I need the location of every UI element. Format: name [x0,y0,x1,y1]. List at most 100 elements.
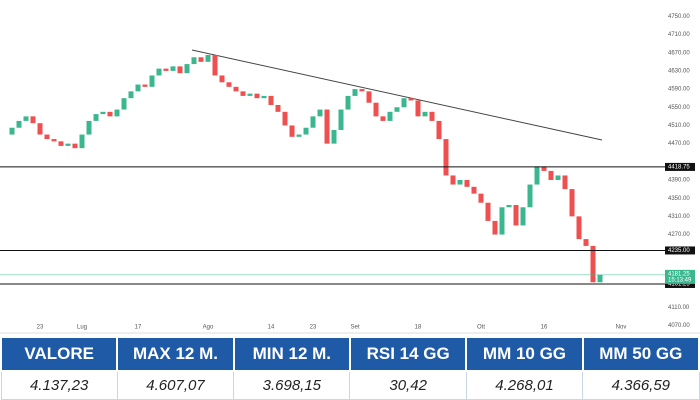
candle-body [520,207,526,226]
value-cell: 4.607,07 [116,370,235,400]
x-tick-label: Set [350,325,359,331]
value-cell: 4.137,23 [0,370,118,400]
candle-body [30,116,36,124]
candle-body [359,89,365,92]
candle-body [142,84,148,87]
candle-body [324,109,330,144]
candle-body [184,64,190,74]
candle-body [219,75,225,83]
candle-body [261,95,267,99]
level-label: 4418.75 [668,165,690,171]
candle-body [282,111,288,126]
x-tick-label: 18 [415,325,422,331]
value-cell: 4.366,59 [582,370,700,400]
candle-body [156,68,162,76]
y-tick-label: 4110.00 [668,305,690,311]
candle-body [317,109,323,117]
candle-body [149,75,155,87]
candle-body [79,134,85,149]
candle-body [597,274,603,283]
candle-body [121,98,127,110]
x-tick-label: 14 [268,325,275,331]
candle-body [338,109,344,130]
candle-body [296,134,302,137]
candle-body [471,186,477,194]
candle-body [506,205,512,208]
x-tick-label: Lug [77,325,87,331]
candle-body [233,86,239,92]
candle-body [569,189,575,217]
chart: 4750.00 4710.00 4670.00 4630.00 4590.00 4550.… [0,14,700,334]
x-tick-label: 16 [541,325,548,331]
y-tick-label: 4310.00 [668,214,690,220]
x-tick-label: 23 [37,325,44,331]
candle-body [345,95,351,110]
candle-body [394,107,400,112]
y-tick-label: 4070.00 [668,323,690,329]
candle-body [492,220,498,235]
candle-body [191,57,197,65]
y-tick-label: 4590.00 [668,87,690,93]
candle-body [310,116,316,128]
candle-body [541,166,547,171]
candle-body [450,175,456,185]
header-cell: RSI 14 GG [348,336,468,372]
value-cell: 3.698,15 [233,370,351,400]
candle-body [352,89,358,96]
candle-body [408,98,414,101]
candle-body [443,139,449,176]
y-tick-label: 4470.00 [668,141,690,147]
x-tick-label: Ago [203,325,214,331]
candle-body [499,207,505,235]
y-tick-label: 4510.00 [668,123,690,129]
y-tick-label: 4390.00 [668,178,690,184]
candle-body [44,134,50,140]
candle-body [226,82,232,87]
candle-body [128,91,134,99]
candle-body [562,175,568,190]
candle-body [16,120,22,128]
value-row: 4.137,23 4.607,07 3.698,15 30,42 4.268,01 4.3… [0,370,700,400]
candle-body [464,180,470,187]
candle-body [303,127,309,135]
header-cell: VALORE [0,336,119,372]
y-tick-label: 4630.00 [668,68,690,74]
candle-body [58,141,64,146]
candle-body [534,166,540,185]
header-cell: MAX 12 M. [116,336,235,372]
candle-body [527,184,533,208]
candle-body [415,100,421,117]
candle-body [513,205,519,226]
x-tick-label: 17 [135,325,142,331]
y-tick-label: 4750.00 [668,14,690,20]
candle-body [72,143,78,149]
candle-body [436,120,442,140]
candle-body [107,111,113,117]
candle-body [289,125,295,137]
candle-body [373,102,379,117]
header-cell: MM 10 GG [465,336,584,372]
candle-body [401,98,407,108]
candle-body [576,216,582,240]
candle-body [198,57,204,62]
value-cell: 4.268,01 [465,370,584,400]
candle-body [422,111,428,117]
candle-body [254,93,260,99]
y-tick-label: 4350.00 [668,196,690,202]
candle-body [247,93,253,96]
candle-body [387,111,393,121]
candle-body [135,84,141,92]
current-price-label: 4181.25 [668,271,690,277]
stats-table: VALORE MAX 12 M. MIN 12 M. RSI 14 GG MM 10 G… [0,336,700,400]
candle-body [331,130,337,144]
candle-body [457,180,463,185]
y-tick-label: 4550.00 [668,105,690,111]
candle-body [555,175,561,180]
level-box [665,162,695,171]
level-label: 4235.00 [668,248,690,254]
header-row: VALORE MAX 12 M. MIN 12 M. RSI 14 GG MM 10 G… [0,336,700,372]
candle-body [9,127,15,135]
candle-body [429,111,435,121]
candle-body [275,105,281,112]
